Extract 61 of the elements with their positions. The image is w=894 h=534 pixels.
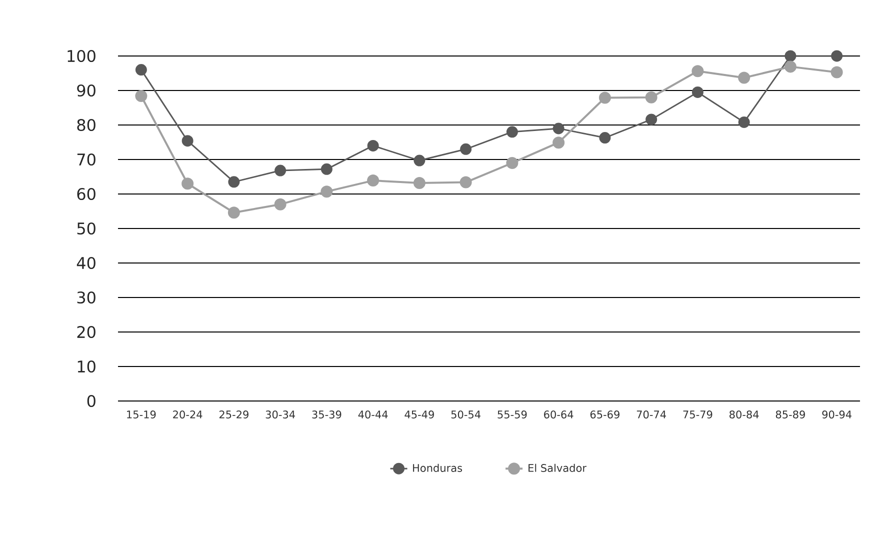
- legend-label: El Salvador: [528, 464, 586, 472]
- point: [831, 50, 843, 62]
- x-tick-label: 40-44: [358, 410, 388, 418]
- point: [598, 92, 611, 104]
- point: [135, 64, 147, 76]
- point: [460, 176, 472, 188]
- point: [645, 91, 658, 104]
- point: [646, 114, 658, 126]
- x-tick-label: 90-94: [822, 410, 852, 418]
- point: [135, 90, 148, 102]
- point: [738, 116, 750, 128]
- y-tick-label: 60: [77, 188, 96, 200]
- point: [367, 140, 379, 152]
- y-tick-label: 70: [77, 153, 96, 166]
- point: [784, 60, 796, 73]
- point: [830, 66, 843, 78]
- point: [228, 206, 240, 219]
- point: [599, 132, 611, 144]
- point: [182, 178, 194, 190]
- point: [552, 136, 565, 149]
- point: [692, 86, 704, 98]
- y-tick-label: 40: [76, 256, 96, 270]
- point: [692, 65, 704, 78]
- point: [784, 50, 796, 62]
- x-tick-label: 55-59: [498, 410, 527, 418]
- point: [367, 174, 380, 187]
- x-tick-label: 65-69: [590, 410, 620, 418]
- x-tick-label: 75-79: [683, 410, 712, 418]
- y-tick-label: 100: [68, 50, 96, 62]
- point: [738, 72, 750, 84]
- point: [414, 154, 426, 166]
- x-tick-label: 15-19: [127, 410, 156, 418]
- legend-label: Honduras: [413, 464, 462, 472]
- point: [274, 198, 286, 210]
- y-tick-label: 80: [77, 118, 96, 132]
- x-tick-label: 30-34: [266, 410, 295, 418]
- x-tick-label: 50-54: [451, 410, 480, 418]
- x-tick-label: 80-84: [730, 410, 759, 418]
- point: [320, 163, 332, 175]
- x-tick-label: 25-29: [219, 410, 248, 418]
- point: [413, 176, 426, 189]
- y-tick-label: 90: [77, 84, 96, 97]
- x-tick-label: 70-74: [636, 410, 666, 418]
- x-tick-label: 35-39: [312, 410, 342, 418]
- y-tick-label: 10: [78, 360, 96, 373]
- point: [320, 186, 333, 198]
- point: [228, 176, 240, 188]
- point: [506, 126, 518, 138]
- y-tick-label: 0: [87, 394, 96, 408]
- point: [506, 156, 518, 169]
- x-tick-label: 45-49: [404, 410, 434, 418]
- x-tick-label: 20-24: [173, 410, 202, 418]
- x-tick-label: 85-89: [776, 410, 805, 418]
- y-tick-label: 20: [77, 326, 96, 338]
- point: [274, 164, 286, 176]
- x-tick-label: 60-64: [544, 410, 574, 418]
- y-tick-label: 30: [77, 291, 96, 304]
- point: [460, 143, 472, 155]
- point: [552, 122, 564, 134]
- y-tick-label: 50: [77, 222, 96, 235]
- point: [182, 135, 194, 147]
